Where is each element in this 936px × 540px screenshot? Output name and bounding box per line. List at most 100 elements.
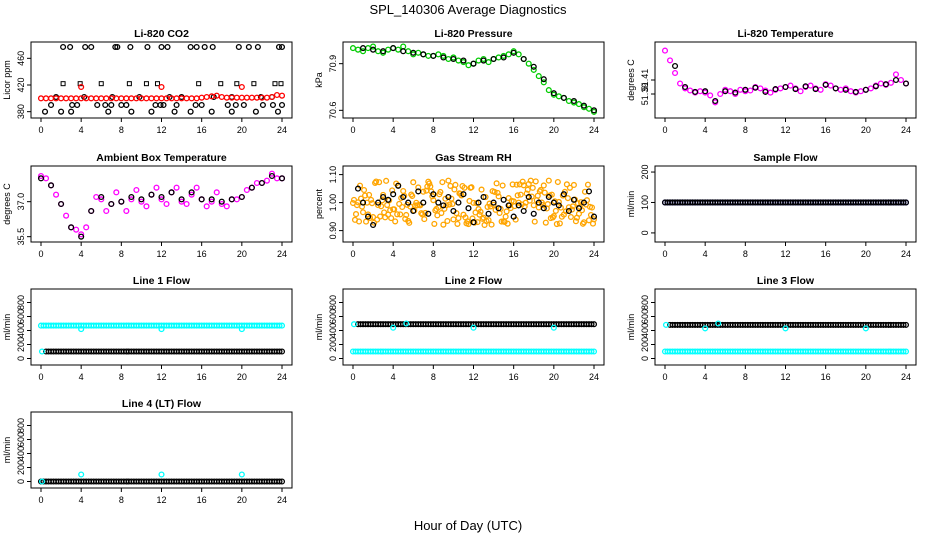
data-series — [37, 322, 286, 329]
data-point — [505, 51, 512, 58]
data-series — [38, 471, 245, 485]
data-point — [524, 186, 531, 193]
x-tick-label: 24 — [589, 125, 599, 135]
data-point — [60, 81, 66, 87]
data-point — [390, 324, 397, 331]
data-series — [354, 182, 598, 229]
x-tick-label: 16 — [821, 372, 831, 382]
data-point — [902, 348, 910, 355]
data-point — [128, 193, 135, 201]
data-point — [164, 43, 171, 51]
data-point — [757, 85, 764, 92]
x-tick-label: 20 — [237, 125, 247, 135]
data-point — [78, 83, 85, 91]
data-point — [504, 220, 511, 227]
data-point — [485, 217, 492, 224]
y-tick-label: 37.0 — [16, 193, 26, 211]
y-tick-label: 0 — [640, 230, 650, 235]
data-point — [268, 170, 276, 177]
data-point — [465, 62, 472, 69]
data-point — [566, 184, 573, 191]
data-point — [550, 212, 557, 220]
data-point — [532, 178, 539, 185]
data-point — [223, 94, 230, 101]
data-point — [37, 175, 45, 182]
y-tick-label: 800 — [16, 418, 26, 433]
x-tick-label: 0 — [662, 249, 667, 259]
data-point — [535, 199, 542, 206]
x-tick-label: 4 — [391, 125, 396, 135]
data-point — [535, 73, 542, 80]
data-point — [475, 199, 482, 206]
data-point — [108, 200, 115, 208]
data-point — [187, 43, 194, 51]
data-series — [661, 348, 910, 355]
data-point — [168, 189, 175, 196]
data-point — [782, 83, 789, 91]
data-point — [460, 191, 467, 198]
data-point — [807, 82, 814, 89]
data-point — [495, 193, 502, 200]
data-point — [590, 216, 598, 223]
data-point — [588, 348, 595, 355]
data-point — [570, 181, 577, 188]
data-point — [368, 196, 375, 203]
data-point — [425, 52, 432, 59]
data-point — [243, 94, 250, 101]
data-point — [588, 321, 595, 328]
data-point — [455, 199, 462, 206]
data-point — [440, 221, 447, 228]
data-point — [118, 101, 125, 109]
y-tick-label: 400 — [640, 323, 650, 338]
data-point — [727, 88, 734, 95]
data-series — [38, 348, 46, 355]
data-point — [240, 101, 247, 109]
y-axis-label: ml/min — [2, 437, 12, 464]
data-point — [897, 76, 905, 84]
x-tick-label: 8 — [743, 249, 748, 259]
data-point — [797, 88, 804, 95]
data-point — [133, 186, 140, 194]
data-point — [269, 101, 277, 109]
x-tick-label: 8 — [743, 125, 748, 135]
data-point — [812, 86, 819, 93]
x-tick-label: 24 — [901, 372, 911, 382]
data-point — [198, 196, 205, 203]
panel-2: Li-820 Pressure kPa 70.6 70.9 0 4 8 12 16 20 24 — [314, 28, 605, 135]
y-tick-label: 100 — [640, 195, 650, 210]
data-point — [148, 191, 155, 198]
data-point — [452, 181, 459, 188]
y-tick-label: 200 — [328, 337, 338, 352]
data-point — [403, 320, 410, 327]
data-point — [580, 102, 588, 109]
data-point — [158, 326, 165, 333]
data-point — [68, 95, 75, 102]
x-tick-label: 0 — [38, 125, 43, 135]
data-series — [42, 348, 286, 355]
data-point — [259, 101, 266, 109]
data-point — [374, 216, 381, 223]
data-point — [103, 207, 110, 215]
data-series — [78, 326, 245, 333]
data-point — [409, 192, 416, 200]
data-point — [468, 184, 475, 191]
x-tick-label: 4 — [79, 125, 84, 135]
y-axis-label: degrees C — [2, 183, 12, 225]
data-point — [564, 195, 571, 202]
x-tick-label: 16 — [821, 249, 831, 259]
data-point — [510, 213, 517, 220]
data-point — [792, 86, 799, 93]
data-point — [370, 46, 377, 53]
data-point — [544, 201, 551, 208]
data-point — [450, 216, 457, 223]
data-point — [158, 193, 165, 201]
data-point — [435, 51, 442, 58]
data-point — [892, 71, 900, 78]
data-series — [359, 45, 598, 114]
data-point — [732, 89, 739, 96]
data-point — [520, 207, 527, 215]
data-point — [403, 211, 410, 219]
data-point — [188, 189, 195, 196]
